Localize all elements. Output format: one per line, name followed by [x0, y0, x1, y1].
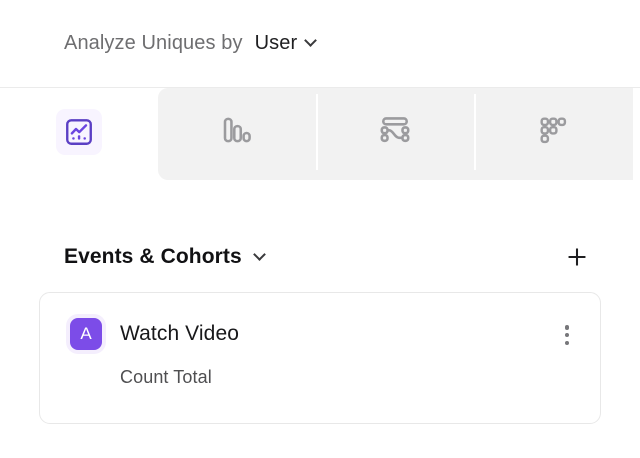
event-type-badge: A: [70, 318, 102, 350]
event-measurement[interactable]: Count Total: [120, 367, 212, 387]
analyze-unit-value: User: [254, 32, 298, 54]
tab-bar-chart[interactable]: [158, 88, 316, 176]
kebab-menu-icon[interactable]: [556, 321, 578, 349]
analyze-label: Analyze Uniques by: [64, 32, 243, 54]
event-card-main-row: A Watch Video: [70, 318, 600, 350]
event-name: Watch Video: [120, 322, 239, 345]
dot-matrix-grid-icon: [536, 113, 570, 152]
tab-divider: [316, 94, 318, 170]
bar-chart-icon: [219, 112, 255, 153]
add-event-button[interactable]: [562, 242, 592, 272]
tab-line-chart[interactable]: [0, 88, 158, 176]
plus-icon: [568, 248, 586, 266]
flow-journey-icon: [377, 112, 413, 153]
events-cohorts-section-header: Events & Cohorts: [0, 242, 640, 272]
chart-type-tabs: [0, 88, 640, 180]
analyze-header: Analyze Uniques by User: [0, 0, 640, 88]
chevron-down-icon: [306, 36, 317, 47]
tab-retention[interactable]: [474, 88, 632, 176]
tab-divider: [474, 94, 476, 170]
section-title: Events & Cohorts: [64, 245, 242, 268]
analyze-unit-selector[interactable]: User: [255, 32, 318, 55]
chevron-down-icon: [255, 250, 266, 261]
event-card[interactable]: A Watch Video Count Total: [39, 292, 601, 424]
tab-flow[interactable]: [316, 88, 474, 176]
line-chart-in-square-icon: [56, 109, 102, 155]
events-cohorts-toggle[interactable]: Events & Cohorts: [64, 245, 266, 269]
